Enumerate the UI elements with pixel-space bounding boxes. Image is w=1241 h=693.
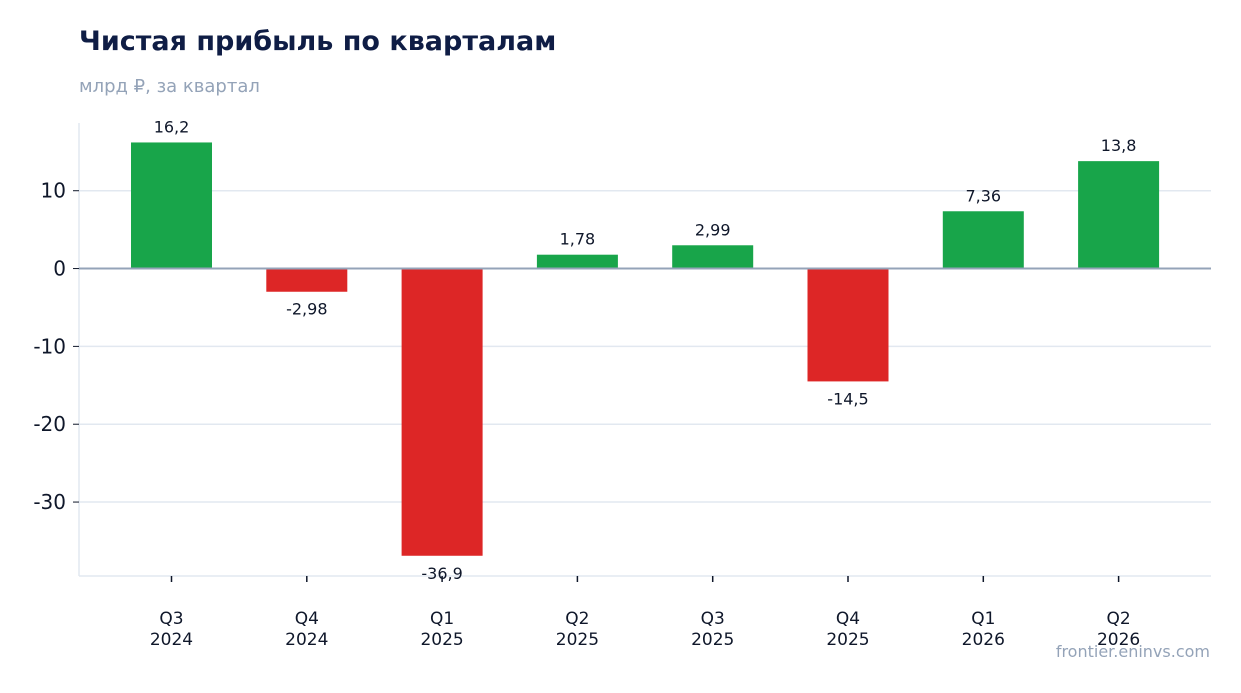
x-tick-label: 2025 (420, 630, 463, 650)
bar-negative (807, 268, 889, 382)
x-tick-label: 2025 (691, 630, 734, 650)
x-tick-label: Q1 (430, 609, 454, 629)
x-tick-label: 2024 (285, 630, 328, 650)
x-tick-label: Q4 (295, 609, 319, 629)
x-tick-label: 2026 (1097, 630, 1140, 650)
bar-negative (401, 268, 483, 556)
bar-positive (942, 211, 1024, 269)
y-tick-label: -30 (33, 490, 66, 514)
x-tick-label: Q2 (1106, 609, 1130, 629)
x-tick-label: Q3 (159, 609, 183, 629)
x-tick-label: 2026 (962, 630, 1005, 650)
x-tick-label: Q3 (701, 609, 725, 629)
data-label: 16,2 (154, 117, 190, 136)
bar-positive (131, 142, 212, 269)
data-label: 7,36 (965, 186, 1001, 205)
data-label: -2,98 (286, 300, 327, 319)
data-label: -14,5 (827, 389, 868, 408)
x-tick-label: Q1 (971, 609, 995, 629)
chart-subtitle: млрд ₽, за квартал (79, 76, 260, 97)
x-tick-label: 2025 (556, 630, 599, 650)
grid-layer (79, 189, 1211, 503)
axis-layer: 100-10-20-30Q32024Q42024Q12025Q22025Q320… (33, 123, 1211, 650)
data-label: 2,99 (695, 220, 731, 239)
bar-negative (266, 268, 348, 292)
data-label: -36,9 (421, 564, 462, 583)
bar-layer (131, 142, 1160, 556)
y-tick-label: 10 (41, 179, 66, 203)
x-tick-label: 2024 (150, 630, 193, 650)
x-tick-label: Q2 (565, 609, 589, 629)
x-tick-label: 2025 (826, 630, 869, 650)
x-tick-label: Q4 (836, 609, 860, 629)
y-tick-label: -10 (33, 334, 66, 358)
chart-title: Чистая прибыль по кварталам (79, 26, 557, 57)
data-label: 1,78 (560, 230, 596, 249)
bar-positive (1078, 161, 1160, 269)
source-credit: frontier.eninvs.com (1055, 642, 1210, 661)
bar-positive (672, 245, 754, 269)
bar-positive (536, 254, 618, 269)
data-label: 13,8 (1101, 136, 1137, 155)
y-tick-label: -20 (33, 412, 66, 436)
label-layer: 16,2 -2,98 -36,9 1,78 2,99 -14,5 7,36 13,8 (79, 117, 1211, 583)
y-tick-label: 0 (53, 257, 66, 281)
